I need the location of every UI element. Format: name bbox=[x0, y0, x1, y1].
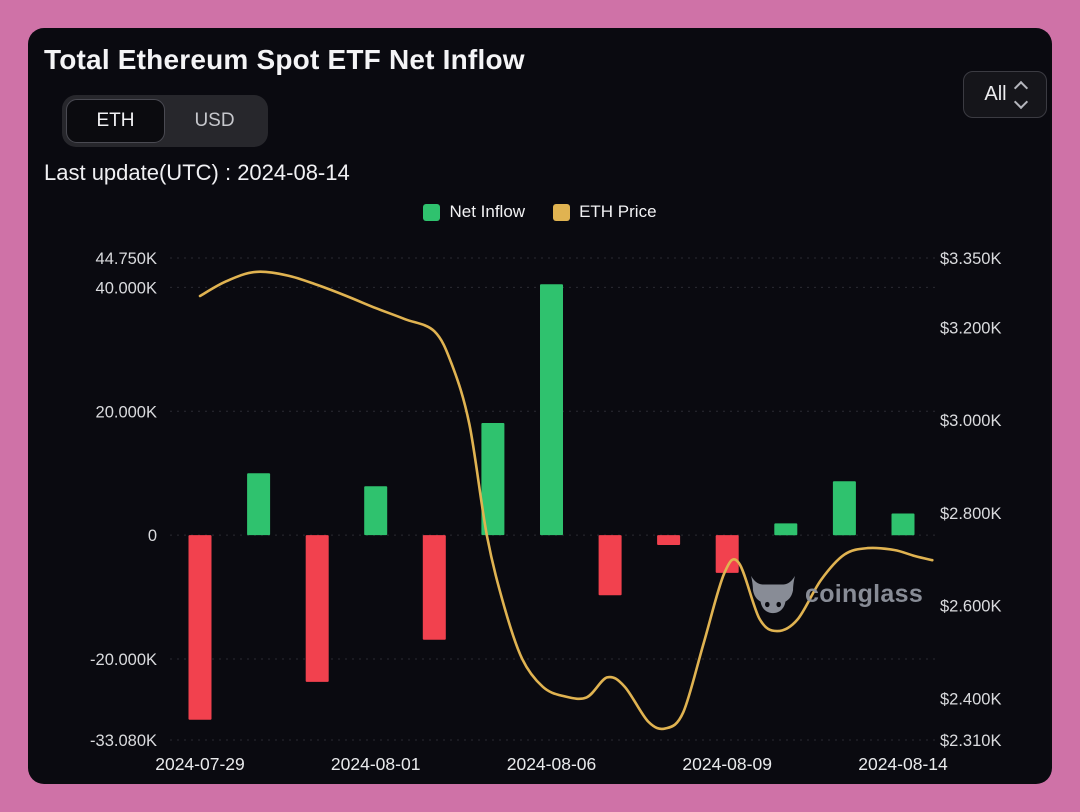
x-axis-label: 2024-08-09 bbox=[682, 754, 772, 774]
legend-label-net-inflow: Net Inflow bbox=[449, 202, 526, 221]
eth-price-swatch-icon bbox=[553, 203, 571, 221]
net-inflow-bar-2024-08-05[interactable] bbox=[481, 423, 505, 536]
coinglass-watermark: coinglass bbox=[750, 573, 923, 615]
right-axis-label: $3.200K bbox=[940, 320, 1001, 338]
net-inflow-bar-2024-08-07[interactable] bbox=[598, 535, 622, 596]
page-title: Total Ethereum Spot ETF Net Inflow bbox=[44, 44, 525, 75]
left-axis-label: -20.000K bbox=[90, 651, 157, 669]
right-axis-label: $3.000K bbox=[940, 412, 1001, 430]
right-axis-label: $2.800K bbox=[940, 505, 1001, 523]
coinglass-logo-text: coinglass bbox=[805, 579, 924, 608]
net-inflow-bar-2024-08-02[interactable] bbox=[422, 535, 446, 640]
range-select-value: All bbox=[984, 83, 1007, 105]
net-inflow-bar-2024-08-12[interactable] bbox=[774, 523, 798, 536]
legend-item-eth-price[interactable]: ETH Price bbox=[553, 202, 657, 222]
net-inflow-bar-2024-07-29[interactable] bbox=[188, 535, 212, 720]
left-axis-label: 20.000K bbox=[96, 403, 157, 421]
net-inflow-bar-2024-08-01[interactable] bbox=[364, 486, 388, 536]
unit-toggle: ETH USD bbox=[62, 95, 268, 147]
legend-item-net-inflow[interactable]: Net Inflow bbox=[423, 202, 525, 222]
chart-legend: Net Inflow ETH Price bbox=[28, 202, 1052, 222]
legend-label-eth-price: ETH Price bbox=[579, 202, 657, 221]
left-axis-label: -33.080K bbox=[90, 732, 157, 750]
right-axis-label: $3.350K bbox=[940, 250, 1001, 268]
net-inflow-bar-2024-07-31[interactable] bbox=[305, 535, 329, 682]
net-inflow-bar-2024-08-14[interactable] bbox=[891, 513, 915, 536]
net-inflow-chart-plot-area[interactable]: 44.750K 40.000K 20.000K 0 -20.000K -33.080K $3… bbox=[28, 28, 1052, 784]
range-select-dropdown[interactable]: All bbox=[963, 71, 1047, 118]
right-axis-label: $2.400K bbox=[940, 690, 1001, 708]
chart-card: Total Ethereum Spot ETF Net Inflow All E… bbox=[28, 28, 1052, 784]
net-inflow-bar-2024-08-13[interactable] bbox=[832, 481, 856, 536]
right-axis-label: $2.310K bbox=[940, 732, 1001, 750]
coinglass-bull-icon bbox=[751, 575, 795, 614]
eth-price-line bbox=[198, 270, 934, 731]
x-axis-label: 2024-08-06 bbox=[507, 754, 597, 774]
net-inflow-bar-2024-08-09[interactable] bbox=[715, 535, 739, 573]
net-inflow-bar-2024-07-30[interactable] bbox=[247, 473, 271, 536]
net-inflow-bar-2024-08-06[interactable] bbox=[540, 284, 563, 536]
right-axis-label: $2.600K bbox=[940, 598, 1001, 616]
net-inflow-swatch-icon bbox=[423, 203, 441, 221]
net-inflow-bar-2024-08-08[interactable] bbox=[657, 535, 681, 545]
toggle-eth[interactable]: ETH bbox=[66, 99, 165, 143]
x-axis-label: 2024-07-29 bbox=[155, 754, 245, 774]
x-axis-label: 2024-08-14 bbox=[858, 754, 948, 774]
left-axis-label: 0 bbox=[148, 527, 157, 545]
left-axis-label: 40.000K bbox=[96, 279, 157, 297]
last-update-text: Last update(UTC) : 2024-08-14 bbox=[44, 160, 350, 185]
toggle-usd[interactable]: USD bbox=[194, 110, 235, 131]
x-axis-label: 2024-08-01 bbox=[331, 754, 421, 774]
left-axis-label: 44.750K bbox=[96, 250, 157, 268]
